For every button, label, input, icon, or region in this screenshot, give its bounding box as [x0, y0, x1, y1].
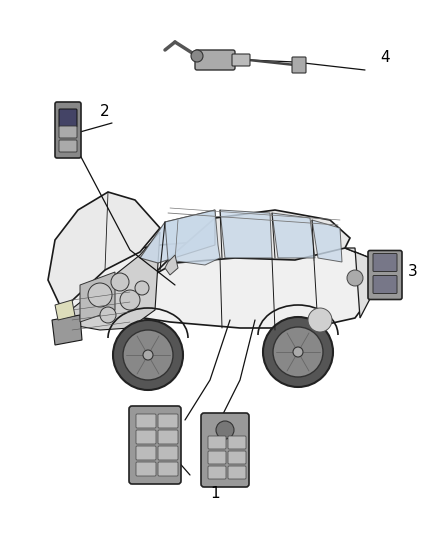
Text: 4: 4 — [380, 51, 390, 66]
FancyBboxPatch shape — [158, 446, 178, 460]
FancyBboxPatch shape — [195, 50, 235, 70]
Circle shape — [191, 50, 203, 62]
FancyBboxPatch shape — [228, 436, 246, 449]
FancyBboxPatch shape — [59, 140, 77, 152]
Polygon shape — [220, 210, 272, 258]
Text: 3: 3 — [408, 264, 418, 279]
Polygon shape — [48, 192, 160, 310]
FancyBboxPatch shape — [59, 109, 77, 127]
Circle shape — [273, 327, 323, 377]
Circle shape — [88, 283, 112, 307]
FancyBboxPatch shape — [232, 54, 250, 66]
FancyBboxPatch shape — [201, 413, 249, 487]
FancyBboxPatch shape — [158, 414, 178, 428]
Polygon shape — [165, 210, 220, 265]
Polygon shape — [165, 255, 178, 275]
FancyBboxPatch shape — [368, 251, 402, 300]
FancyBboxPatch shape — [158, 430, 178, 444]
Polygon shape — [312, 220, 342, 262]
Polygon shape — [138, 210, 350, 310]
Circle shape — [120, 290, 140, 310]
Circle shape — [293, 347, 303, 357]
FancyBboxPatch shape — [136, 430, 156, 444]
Circle shape — [123, 330, 173, 380]
Circle shape — [143, 350, 153, 360]
FancyBboxPatch shape — [292, 57, 306, 73]
FancyBboxPatch shape — [373, 276, 397, 294]
FancyBboxPatch shape — [136, 446, 156, 460]
Polygon shape — [80, 272, 115, 322]
Polygon shape — [62, 240, 372, 328]
FancyBboxPatch shape — [55, 102, 81, 158]
Text: 1: 1 — [210, 487, 219, 502]
Circle shape — [347, 270, 363, 286]
Polygon shape — [345, 248, 372, 318]
FancyBboxPatch shape — [228, 451, 246, 464]
Polygon shape — [52, 315, 82, 345]
Text: 2: 2 — [100, 104, 110, 119]
FancyBboxPatch shape — [208, 466, 226, 479]
FancyBboxPatch shape — [158, 462, 178, 476]
FancyBboxPatch shape — [136, 462, 156, 476]
Polygon shape — [272, 213, 315, 258]
Circle shape — [135, 281, 149, 295]
Circle shape — [308, 308, 332, 332]
FancyBboxPatch shape — [136, 414, 156, 428]
Polygon shape — [68, 232, 160, 330]
Circle shape — [100, 307, 116, 323]
Circle shape — [216, 421, 234, 439]
FancyBboxPatch shape — [228, 466, 246, 479]
Circle shape — [113, 320, 183, 390]
Circle shape — [263, 317, 333, 387]
FancyBboxPatch shape — [208, 451, 226, 464]
FancyBboxPatch shape — [129, 406, 181, 484]
Polygon shape — [140, 210, 215, 263]
FancyBboxPatch shape — [59, 126, 77, 138]
Circle shape — [111, 273, 129, 291]
Polygon shape — [55, 300, 75, 320]
FancyBboxPatch shape — [373, 254, 397, 271]
FancyBboxPatch shape — [208, 436, 226, 449]
